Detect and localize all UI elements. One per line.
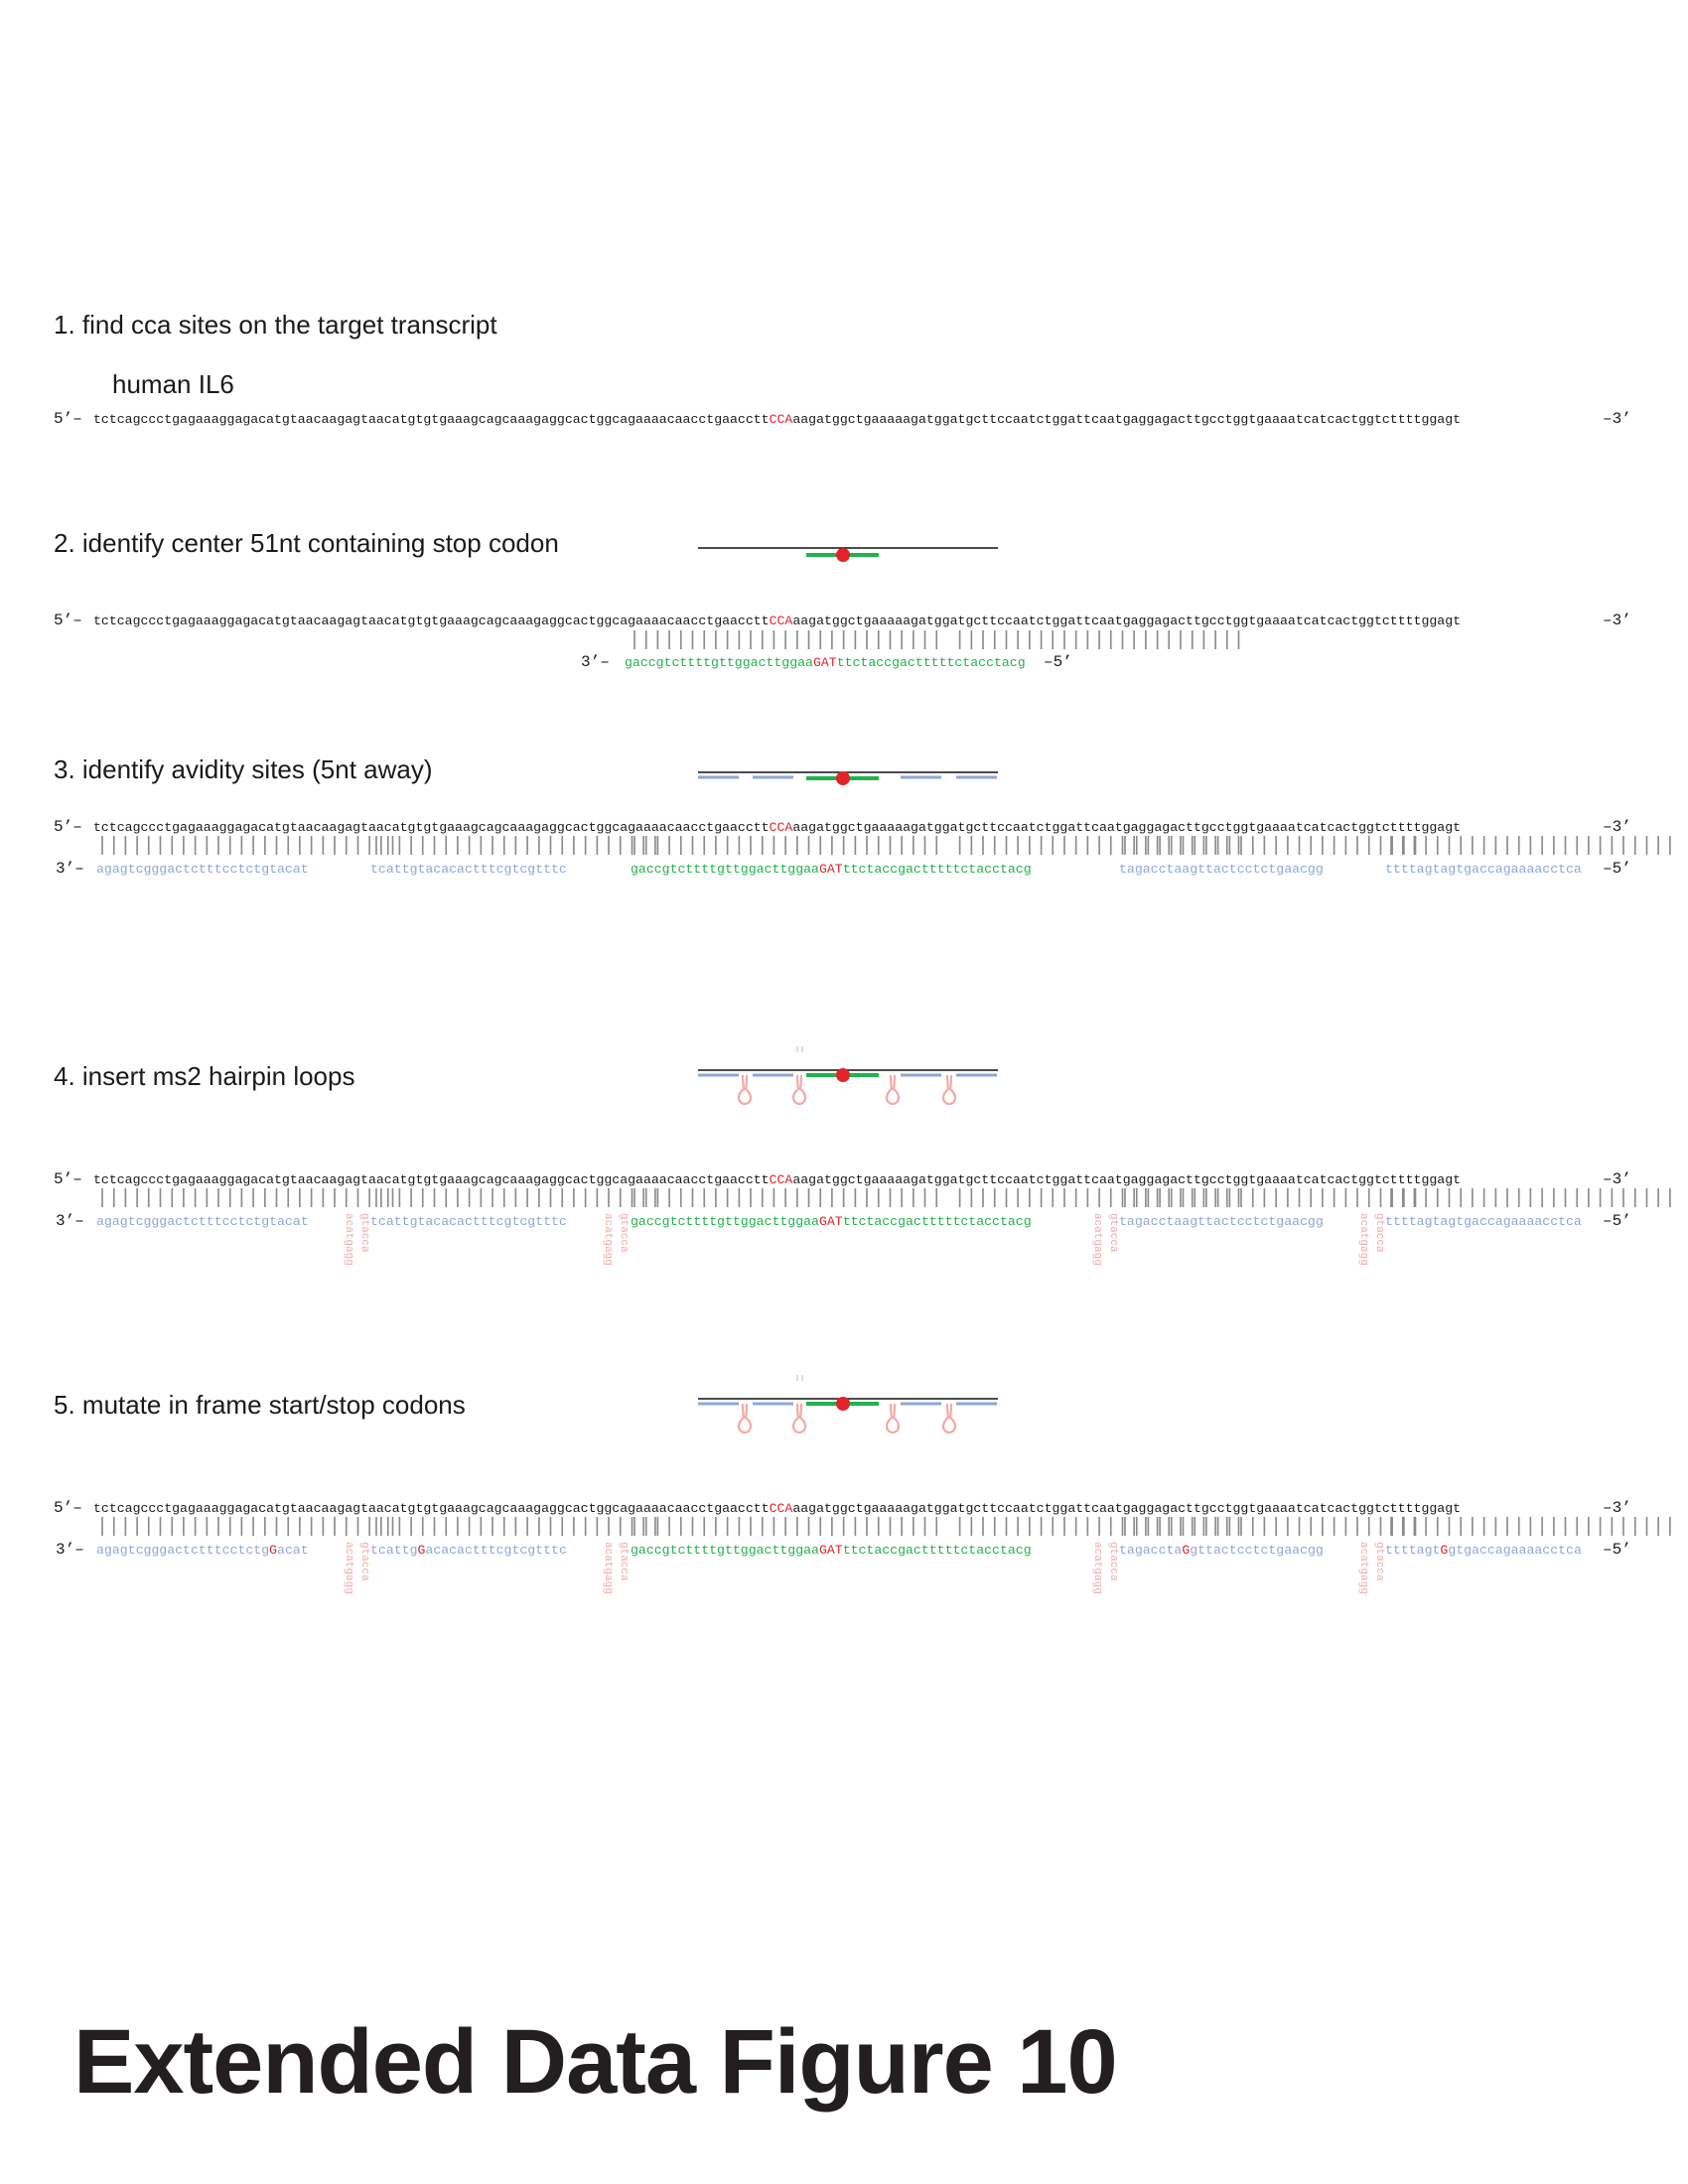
pairing-bars-4e: ||||||||||||||||||||||||| — [1385, 1187, 1676, 1210]
step-5-schematic — [698, 1375, 998, 1434]
pairing-bars-3b: ||||||||||||||||||||||||| — [370, 835, 661, 858]
pairing-bars-5b: ||||||||||||||||||||||||| — [370, 1516, 661, 1539]
pairing-bars-4b: ||||||||||||||||||||||||| — [370, 1187, 661, 1210]
pairing-bars-2: ||||||||||||||||||||||||||| ||||||||||||… — [629, 629, 1245, 652]
avidity-probe-3: tagacctaagttactcctctgaacgg — [1119, 1214, 1324, 1229]
pairing-bars-4a: |||||||||||||||||||||||||| — [96, 1187, 399, 1210]
hairpin-insert-4b: gtacca — [1373, 1213, 1385, 1253]
step-1-title: 1. find cca sites on the target transcri… — [54, 310, 497, 340]
pairing-bars-5a: |||||||||||||||||||||||||| — [96, 1516, 399, 1539]
hairpin-insert-5-3b: gtacca — [1107, 1542, 1119, 1581]
step-3-schematic — [698, 771, 998, 785]
avidity-probe-4: ttttagtagtgaccagaaaacctca — [1385, 1214, 1582, 1229]
pairing-bars-3e: ||||||||||||||||||||||||| — [1385, 835, 1676, 858]
mutated-probe-4: ttttagtGgtgaccagaaaacctca — [1385, 1543, 1582, 1558]
pairing-bars-3a: |||||||||||||||||||||||||| — [96, 835, 399, 858]
avidity-probe-1: agagtcgggactctttcctctgtacat — [96, 862, 309, 877]
pairing-bars-5c: ||||||||||||||||||||||||||| ||||||||||||… — [629, 1516, 1245, 1539]
hairpin-insert-5-4: acatgagg — [1357, 1542, 1369, 1594]
figure-title: Extended Data Figure 10 — [73, 2011, 1118, 2113]
avidity-probe-2: tcattgtacacactttcgtcgtttc — [370, 1214, 567, 1229]
pairing-bars-4d: |||||||||||||||||||||||||| — [1119, 1187, 1422, 1210]
hairpin-insert-4: acatgagg — [1357, 1213, 1369, 1266]
step-2-schematic — [698, 547, 998, 562]
mutated-probe-1: agagtcgggactctttcctctgGacat — [96, 1543, 309, 1558]
pairing-bars-5d: |||||||||||||||||||||||||| — [1119, 1516, 1422, 1539]
mutated-probe-2: tcattgGacacactttcgtcgtttc — [370, 1543, 567, 1558]
pairing-bars-5e: ||||||||||||||||||||||||| — [1385, 1516, 1676, 1539]
hairpin-insert-5-2: acatgagg — [602, 1542, 614, 1594]
avidity-probe-4: ttttagtagtgaccagaaaacctca — [1385, 862, 1582, 877]
step-4-schematic — [698, 1046, 998, 1106]
avidity-probe-1: agagtcgggactctttcctctgtacat — [96, 1214, 309, 1229]
step-5-title: 5. mutate in frame start/stop codons — [54, 1390, 466, 1420]
pairing-bars-4c: ||||||||||||||||||||||||||| ||||||||||||… — [629, 1187, 1245, 1210]
avidity-probe-3: tagacctaagttactcctctgaacgg — [1119, 862, 1324, 877]
hairpin-insert-5-3: acatgagg — [1091, 1542, 1103, 1594]
step-3-title: 3. identify avidity sites (5nt away) — [54, 754, 433, 784]
hairpin-insert-1: acatgagg — [343, 1213, 354, 1266]
hairpin-insert-1b: gtacca — [358, 1213, 370, 1253]
hairpin-insert-2b: gtacca — [618, 1213, 630, 1253]
mutated-probe-3: tagacctaGgttactcctctgaacgg — [1119, 1543, 1324, 1558]
hairpin-insert-5-1b: gtacca — [358, 1542, 370, 1581]
step-2-title: 2. identify center 51nt containing stop … — [54, 528, 559, 558]
pairing-bars-3c: ||||||||||||||||||||||||||| ||||||||||||… — [629, 835, 1245, 858]
step-4-title: 4. insert ms2 hairpin loops — [54, 1061, 355, 1091]
hairpin-insert-5-1: acatgagg — [343, 1542, 354, 1594]
hairpin-insert-3b: gtacca — [1107, 1213, 1119, 1253]
center-probe-5: gaccgtcttttgttggacttggaaGATttctaccgacttt… — [631, 1543, 1032, 1558]
center-probe-4: gaccgtcttttgttggacttggaaGATttctaccgacttt… — [631, 1214, 1032, 1229]
hairpin-insert-5-2b: gtacca — [618, 1542, 630, 1581]
hairpin-insert-2: acatgagg — [602, 1213, 614, 1266]
step-1-subtitle: human IL6 — [112, 369, 234, 399]
pairing-bars-3d: |||||||||||||||||||||||||| — [1119, 835, 1422, 858]
avidity-probe-2: tcattgtacacactttcgtcgtttc — [370, 862, 567, 877]
center-probe-3: gaccgtcttttgttggacttggaaGATttctaccgacttt… — [631, 862, 1032, 877]
hairpin-insert-3: acatgagg — [1091, 1213, 1103, 1266]
hairpin-insert-5-4b: gtacca — [1373, 1542, 1385, 1581]
